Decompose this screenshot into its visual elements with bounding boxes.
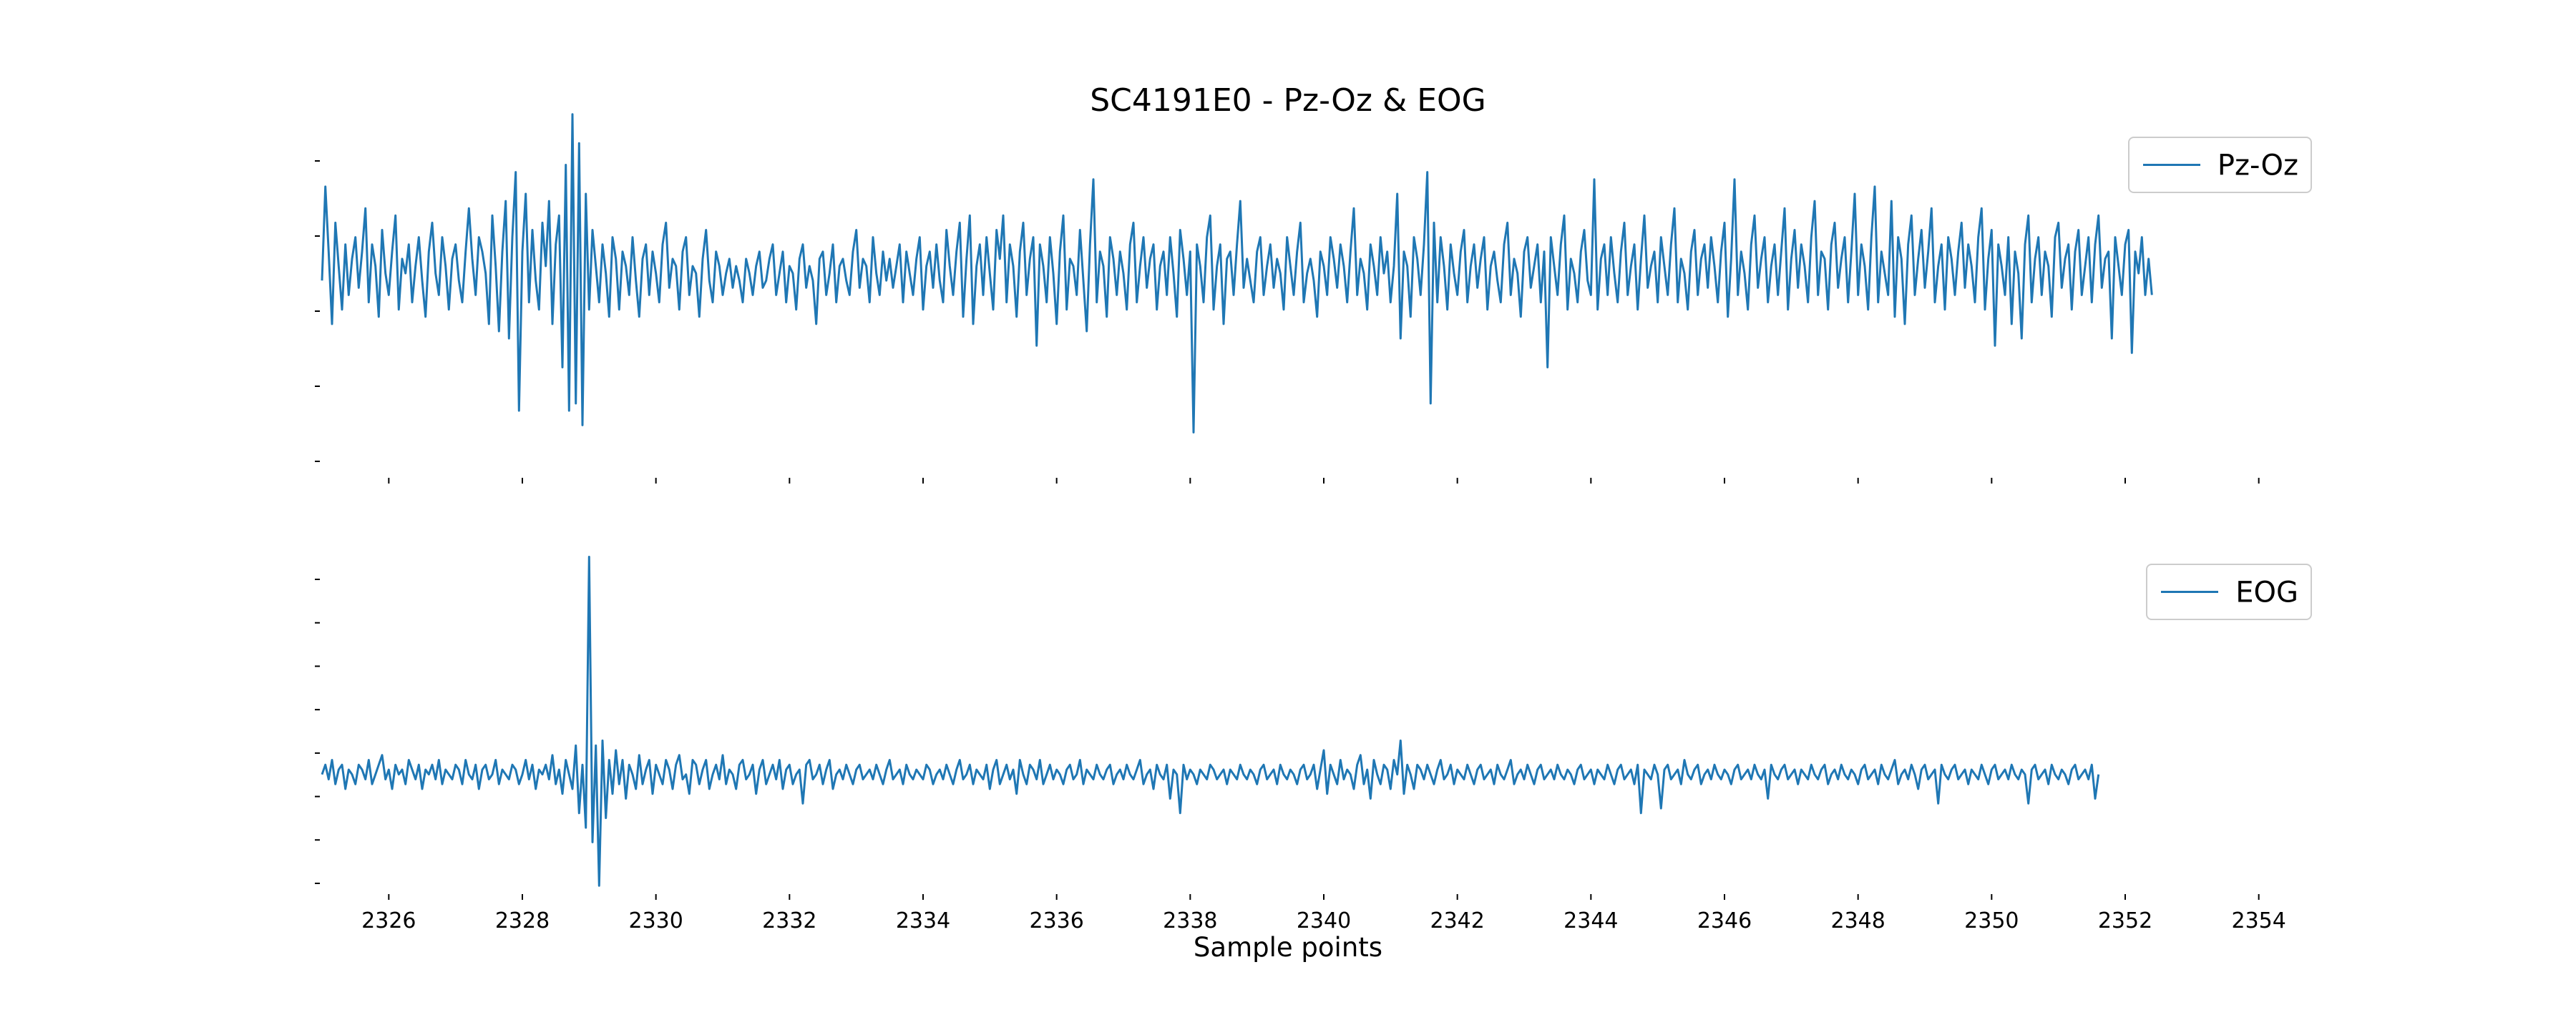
legend-label: EOG [2235, 577, 2298, 609]
x-tick-label: 2352 [2098, 908, 2152, 933]
x-tick-label: 2342 [1430, 908, 1484, 933]
chart-title: SC4191E0 - Pz-Oz & EOG [1090, 82, 1486, 119]
x-tick-label: 2330 [628, 908, 683, 933]
panel-eog: 2326 2328 2330 2332 2334 2336 2338 2340 2342 2344… [315, 556, 2312, 933]
x-axis-label: Sample points [1194, 932, 1382, 963]
legend-frame [2128, 137, 2312, 193]
panel-pz-oz: Pz-Oz [315, 113, 2312, 484]
x-tick-label: 2332 [762, 908, 816, 933]
x-tick-label: 2326 [361, 908, 416, 933]
x-tick-label: 2334 [896, 908, 950, 933]
x-tick-label: 2336 [1029, 908, 1083, 933]
x-tick-label: 2348 [1830, 908, 1885, 933]
eog-legend: EOG [2146, 564, 2312, 620]
x-tick-label: 2328 [495, 908, 550, 933]
x-tick-label: 2338 [1163, 908, 1217, 933]
x-tick-label: 2344 [1563, 908, 1618, 933]
x-tick-label: 2350 [1964, 908, 2019, 933]
x-tick-label: 2346 [1697, 908, 1752, 933]
x-tick-label: 2354 [2231, 908, 2285, 933]
eog-series-line [321, 556, 2100, 887]
x-tick-label: 2340 [1297, 908, 1351, 933]
legend-label: Pz-Oz [2218, 149, 2298, 182]
pz-oz-legend: Pz-Oz [2128, 137, 2312, 193]
pz-oz-series-line [321, 113, 2153, 433]
legend-frame [2146, 564, 2312, 620]
